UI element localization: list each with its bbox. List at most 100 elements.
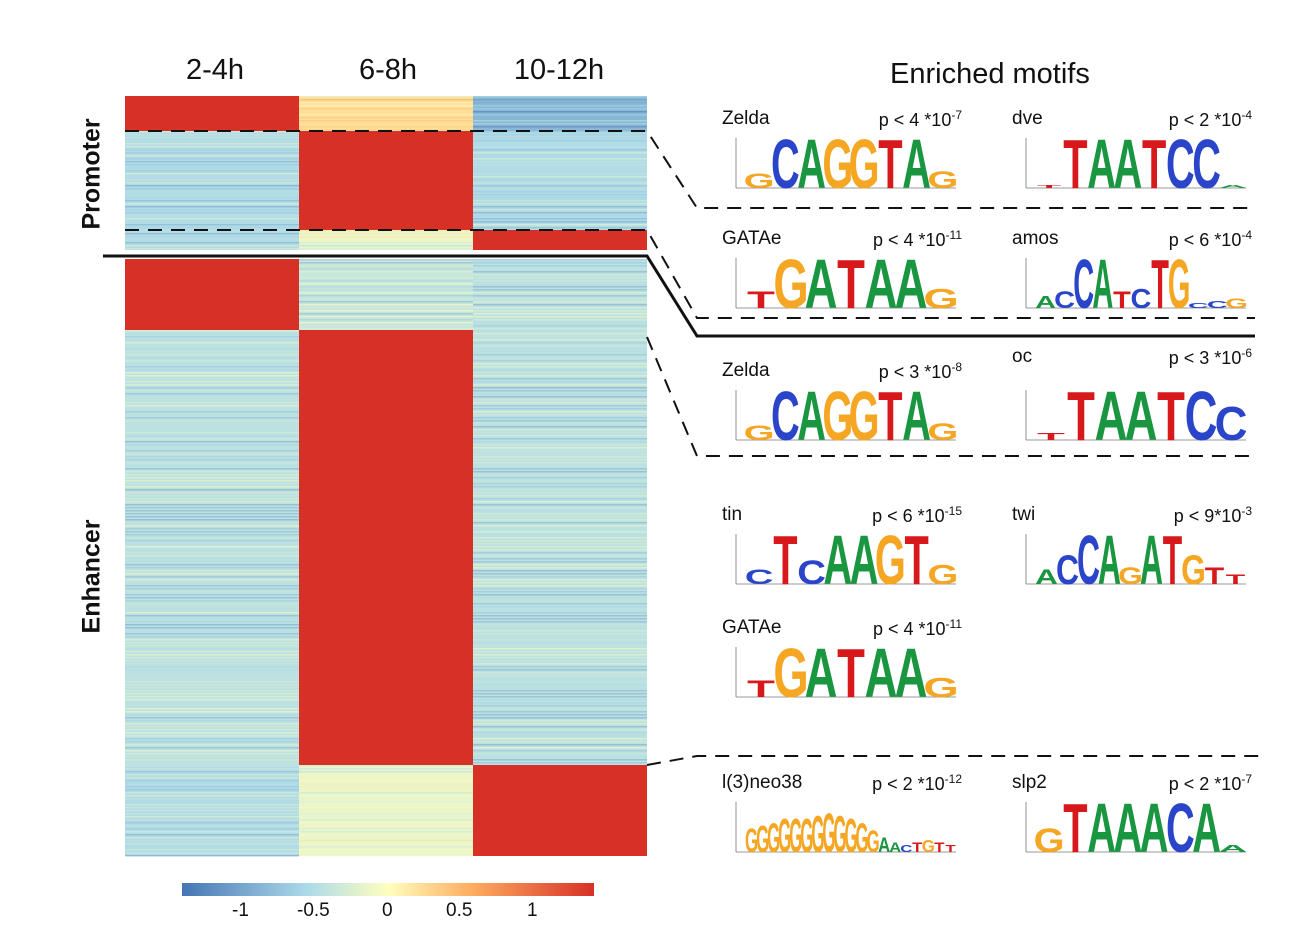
heatmap-row-streak <box>125 591 299 593</box>
heatmap-row-streak <box>473 393 647 395</box>
motif-pvalue: p < 2 *10-4 <box>1168 108 1252 130</box>
logo-letter: T <box>747 286 775 313</box>
heatmap-row-streak <box>473 660 647 662</box>
motif-name: GATAe <box>722 617 782 638</box>
heatmap-row-streak <box>125 188 299 190</box>
heatmap-row-streak <box>125 576 299 578</box>
heatmap-row-streak <box>125 567 299 569</box>
heatmap-row-streak <box>125 185 299 187</box>
heatmap-row-streak <box>299 295 473 297</box>
heatmap-row-streak <box>125 846 299 848</box>
heatmap-row-streak <box>473 552 647 554</box>
heatmap-row-streak <box>299 843 473 845</box>
heatmap-row-streak <box>125 648 299 650</box>
heatmap-row-streak <box>299 834 473 836</box>
logo-letter: G <box>1225 295 1247 311</box>
heatmap-row-streak <box>473 206 647 208</box>
heatmap-row-streak <box>125 624 299 626</box>
heatmap-row-streak <box>125 693 299 695</box>
heatmap-row-streak <box>473 176 647 178</box>
heatmap-row-streak <box>125 164 299 166</box>
heatmap-row-streak <box>473 633 647 635</box>
heatmap-row-streak <box>473 194 647 196</box>
heatmap-row-streak <box>473 265 647 267</box>
logo-letter: C <box>1056 546 1079 590</box>
heatmap-row-streak <box>125 414 299 416</box>
heatmap-row-streak <box>125 732 299 734</box>
heatmap-row-streak <box>473 123 647 125</box>
heatmap-row-streak <box>125 230 299 232</box>
heatmap-row-streak <box>125 798 299 800</box>
heatmap-row-streak <box>299 777 473 779</box>
heatmap-row-streak <box>125 657 299 659</box>
heatmap-row-streak <box>125 573 299 575</box>
logo-letter: C <box>797 552 826 590</box>
heatmap-row-streak <box>299 120 473 122</box>
heatmap-row-streak <box>473 489 647 491</box>
heatmap-row-streak <box>125 744 299 746</box>
logo-letter: A <box>1219 184 1248 189</box>
logo-letter: T <box>1063 134 1087 194</box>
heatmap-row-streak <box>125 720 299 722</box>
heatmap-row-streak <box>125 837 299 839</box>
logo-letter: C <box>745 565 774 589</box>
heatmap-row-streak <box>473 387 647 389</box>
motif-block: amos p < 6 *10-4 A C C A T C T G C C G <box>1012 228 1252 314</box>
colorbar <box>182 883 594 896</box>
logo-letter: T <box>1226 572 1245 587</box>
heatmap-row-streak <box>473 432 647 434</box>
heatmap-row-streak <box>473 702 647 704</box>
heatmap-row-streak <box>473 486 647 488</box>
heatmap-row-streak <box>299 789 473 791</box>
logo-letter: A <box>865 254 898 314</box>
heatmap-row-streak <box>473 447 647 449</box>
heatmap-row-streak <box>473 720 647 722</box>
logo-letter: A <box>805 254 838 314</box>
heatmap-row-streak <box>473 354 647 356</box>
heatmap-row-streak <box>473 348 647 350</box>
heatmap-row-streak <box>473 363 647 365</box>
heatmap-row-streak <box>125 239 299 241</box>
heatmap-row-streak <box>473 289 647 291</box>
heatmap-row-streak <box>473 615 647 617</box>
heatmap-row-streak <box>125 381 299 383</box>
heatmap-row-streak <box>473 543 647 545</box>
heatmap-row-streak <box>473 606 647 608</box>
heatmap-cells <box>125 96 647 857</box>
heatmap-row-streak <box>473 164 647 166</box>
heatmap-row-streak <box>473 474 647 476</box>
heatmap-row-streak <box>473 540 647 542</box>
logo-letter: G <box>756 818 769 858</box>
heatmap-row-streak <box>125 612 299 614</box>
heatmap-row-streak <box>473 295 647 297</box>
logo-letter: C <box>771 386 800 446</box>
heatmap-row-streak <box>473 723 647 725</box>
heatmap-row-streak <box>473 319 647 321</box>
heatmap-row-streak <box>125 504 299 506</box>
heatmap-row-streak <box>299 322 473 324</box>
heatmap-row-streak <box>473 600 647 602</box>
heatmap-row-streak <box>473 277 647 279</box>
logo-letter: G <box>811 806 824 858</box>
heatmap-row-streak <box>473 762 647 764</box>
heatmap-row-streak <box>125 561 299 563</box>
heatmap-row-streak <box>299 810 473 812</box>
heatmap-row-streak <box>299 248 473 250</box>
logo-letter: A <box>1035 565 1058 588</box>
heatmap-row-streak <box>473 621 647 623</box>
heatmap-row-streak <box>125 735 299 737</box>
logo-letter: A <box>1087 134 1116 194</box>
logo-letter: A <box>850 530 879 590</box>
heatmap-row-streak <box>125 762 299 764</box>
heatmap-row-streak <box>125 212 299 214</box>
heatmap-row-streak <box>125 729 299 731</box>
heatmap-row-streak <box>125 756 299 758</box>
heatmap-row-streak <box>125 492 299 494</box>
heatmap-row-streak <box>125 390 299 392</box>
logo-letter: C <box>1166 798 1195 858</box>
motif-block: Zelda p < 4 *10-7 G C A G G T A G <box>722 108 962 194</box>
heatmap-row-streak <box>125 459 299 461</box>
heatmap-row-streak <box>473 328 647 330</box>
logo-letter: T <box>1163 530 1182 590</box>
logo-letter: G <box>923 672 958 703</box>
